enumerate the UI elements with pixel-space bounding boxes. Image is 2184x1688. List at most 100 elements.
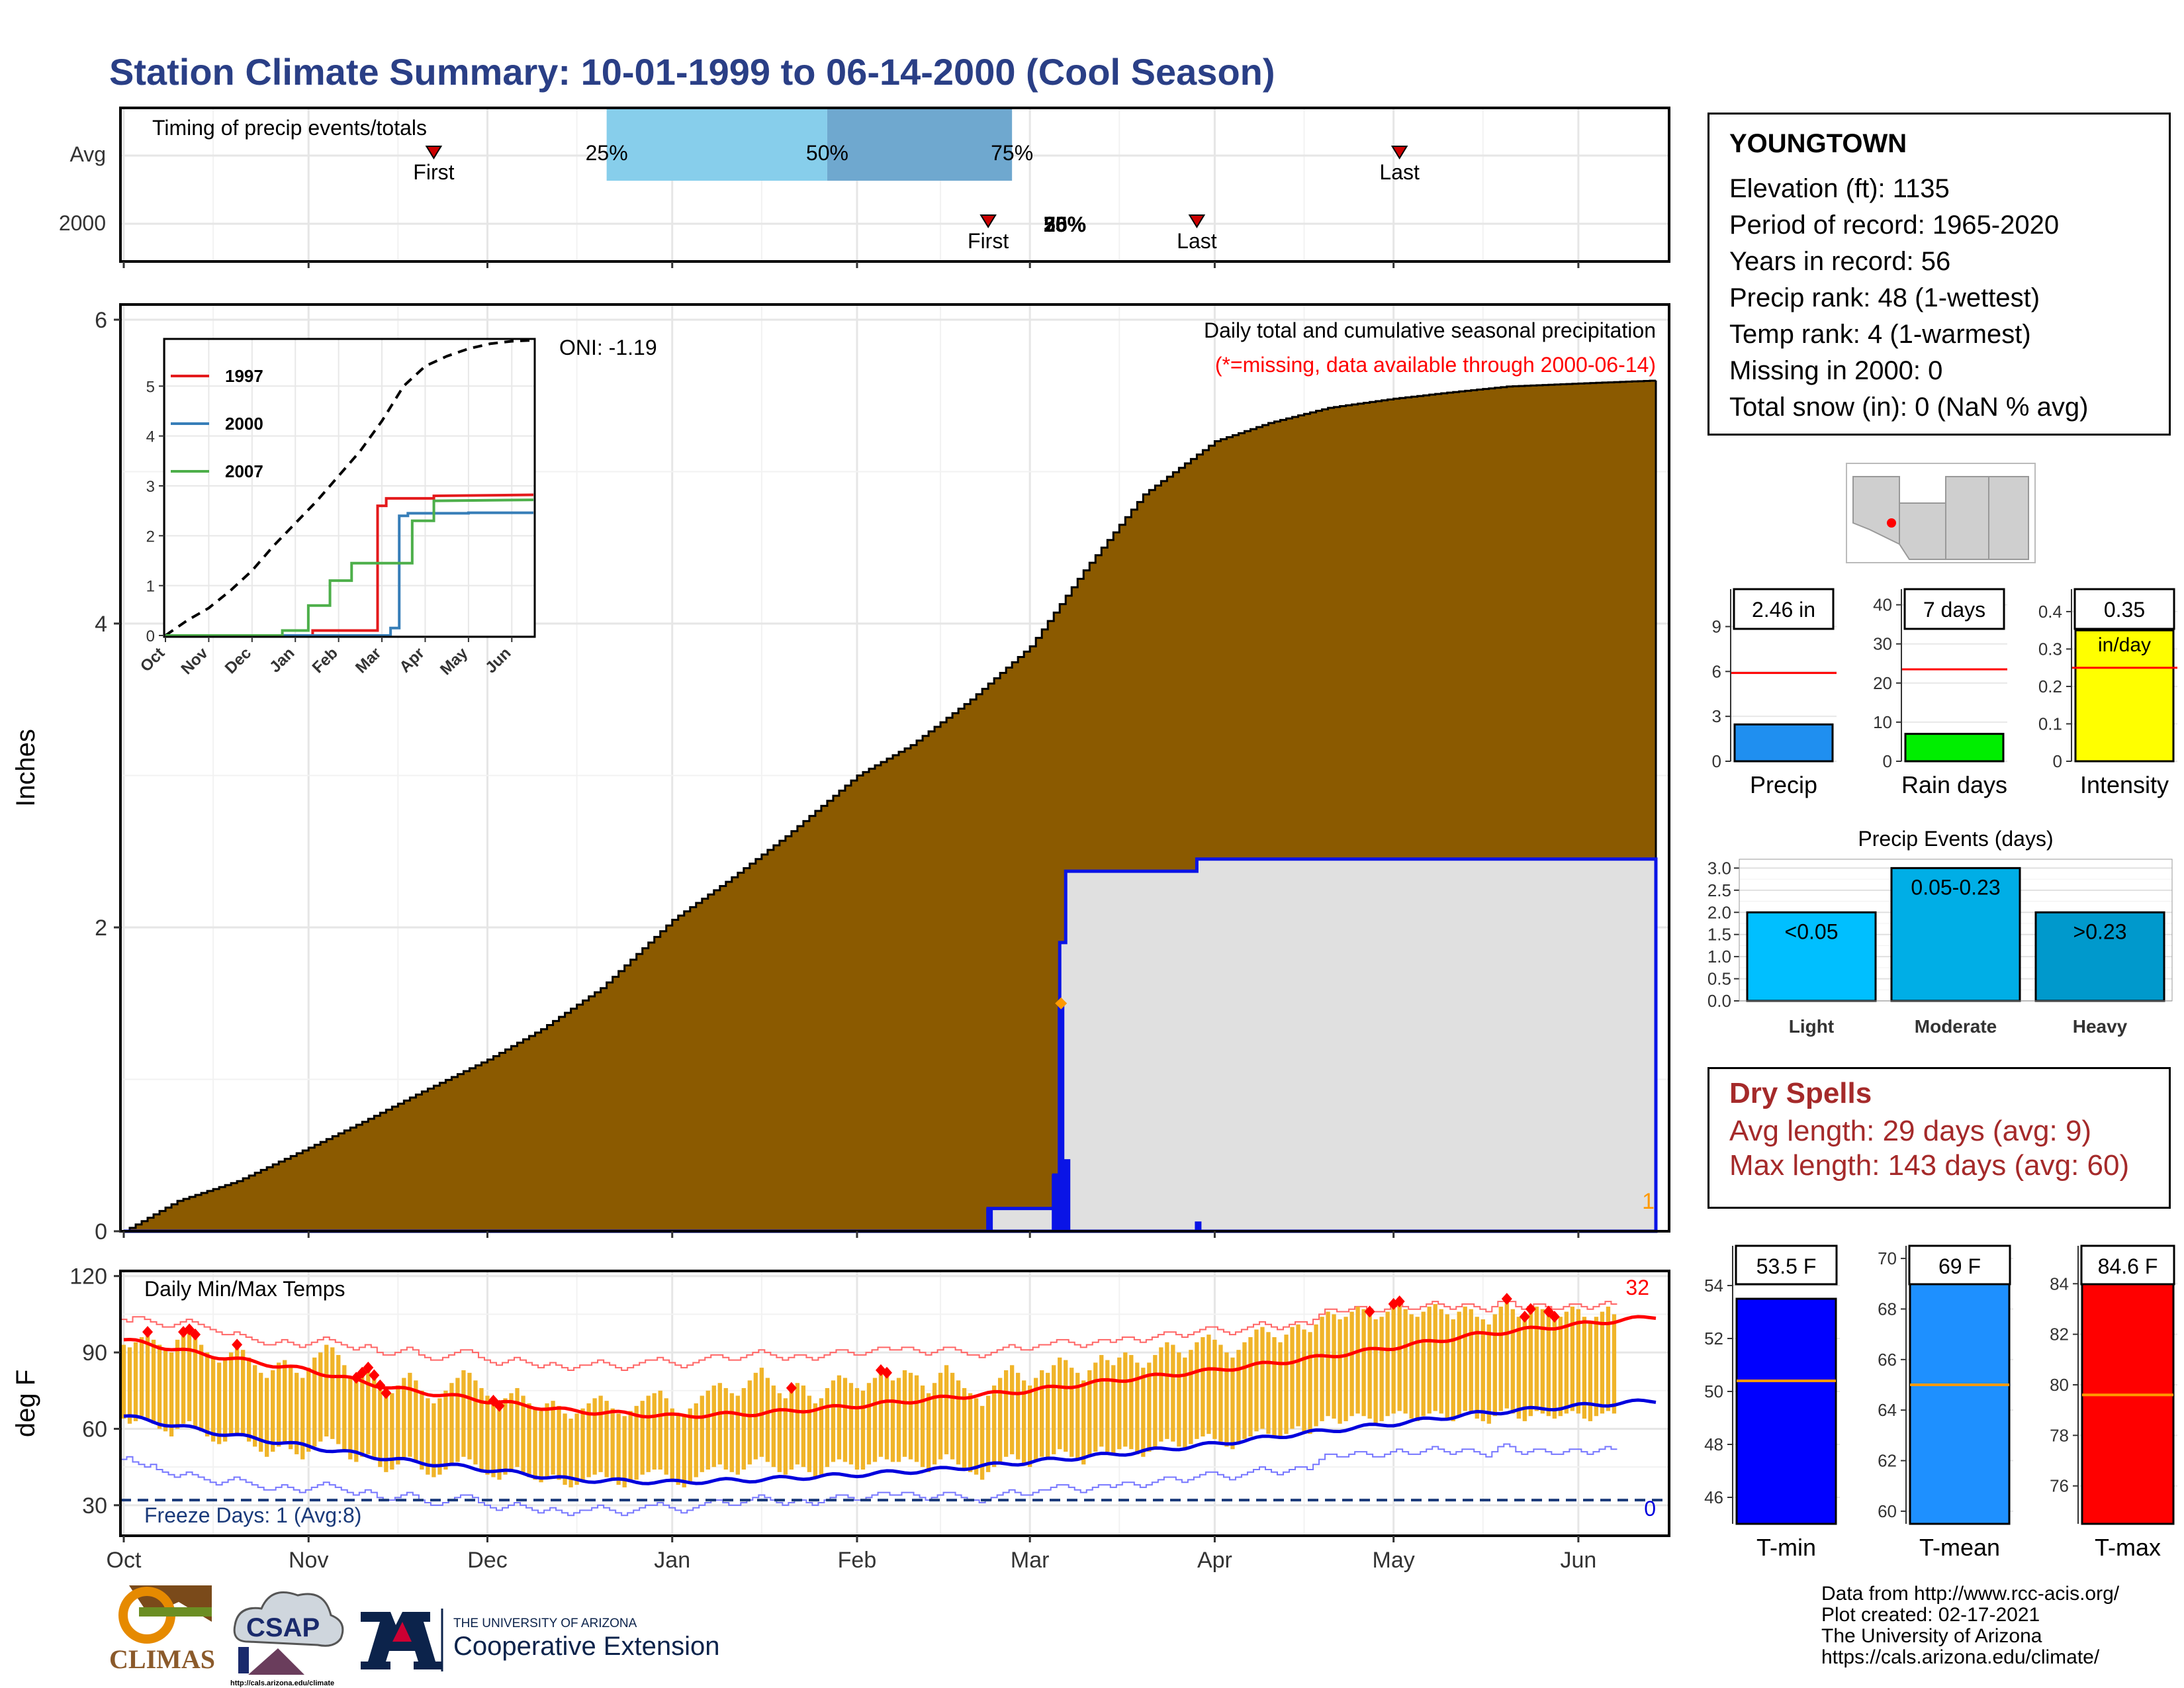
daily-temp-bar: [271, 1370, 275, 1452]
daily-temp-bar: [813, 1403, 818, 1477]
daily-temp-bar: [1326, 1311, 1330, 1417]
daily-temp-bar: [1284, 1335, 1289, 1434]
daily-temp-bar: [1486, 1324, 1491, 1424]
daily-temp-bar: [1439, 1309, 1443, 1414]
daily-temp-bar: [1123, 1352, 1128, 1447]
daily-temp-bar: [216, 1362, 222, 1444]
daily-temp-bar: [539, 1411, 543, 1483]
daily-temp-bar: [1355, 1306, 1360, 1414]
daily-temp-bar: [700, 1395, 704, 1472]
daily-temp-bar: [1212, 1339, 1217, 1439]
avg-first-marker: First: [413, 146, 455, 184]
daily-temp-bar: [1016, 1372, 1021, 1460]
daily-temp-bar: [1427, 1306, 1432, 1414]
daily-temp-bar: [795, 1383, 800, 1465]
daily-temp-bar: [1463, 1306, 1467, 1411]
daily-temp-bar: [646, 1395, 651, 1472]
daily-temp-bar: [950, 1372, 955, 1460]
daily-temp-bar: [1087, 1370, 1092, 1457]
daily-temp-bar: [580, 1408, 585, 1480]
y-tick-label: 76: [2050, 1476, 2069, 1496]
daily-temp-bar: [1206, 1335, 1211, 1434]
daily-temp-bar: [222, 1360, 228, 1442]
daily-temp-bar: [974, 1398, 979, 1475]
y-tick-label: 66: [1878, 1350, 1897, 1370]
daily-temp-bar: [872, 1378, 878, 1462]
event-bar-name: Moderate: [1915, 1016, 1997, 1037]
daily-temp-bar: [926, 1393, 931, 1472]
daily-temp-bar: [604, 1401, 609, 1477]
daily-temp-bar: [896, 1378, 901, 1462]
daily-temp-bar: [991, 1385, 997, 1468]
quartile-bar-25-50: [606, 108, 827, 181]
daily-temp-bar: [938, 1372, 943, 1460]
record-high-day: [1519, 1311, 1530, 1323]
x-tick-label: Dec: [467, 1548, 507, 1573]
current-quartile-label-3: 75%: [1044, 212, 1086, 236]
daily-temp-bar: [890, 1380, 895, 1462]
daily-temp-bar: [533, 1408, 537, 1480]
temp-bar-value-label: 53.5 F: [1756, 1254, 1817, 1278]
daily-temp-bar: [169, 1352, 174, 1436]
daily-temp-bar: [473, 1380, 478, 1465]
daily-temp-bar: [1022, 1380, 1026, 1465]
x-tick-label: Jun: [1560, 1548, 1596, 1573]
daily-temp-bar: [1224, 1352, 1229, 1447]
daily-temp-bar: [461, 1370, 466, 1457]
daily-temp-bar: [1320, 1317, 1324, 1421]
daily-temp-bar: [1290, 1327, 1295, 1429]
daily-temp-bar: [372, 1378, 377, 1460]
daily-temp-bar: [163, 1350, 168, 1432]
record-high-day: [190, 1329, 201, 1340]
record-high-day: [232, 1338, 243, 1351]
daily-temp-bar: [878, 1372, 884, 1457]
y-tick-label: 3.0: [1707, 858, 1731, 878]
temp-title: Daily Min/Max Temps: [144, 1277, 345, 1301]
daily-temp-bar: [1105, 1360, 1110, 1452]
daily-temp-bar: [1403, 1309, 1408, 1414]
event-bar-heavy: [2034, 911, 2165, 1002]
daily-temp-bar: [962, 1387, 967, 1470]
current-first-marker: First: [968, 214, 1009, 253]
quartile-75-label: 75%: [991, 141, 1033, 165]
daily-temp-bar: [1135, 1362, 1140, 1454]
y-tick-label: 10: [1873, 712, 1892, 732]
daily-temp-bar: [1040, 1370, 1044, 1457]
daily-temp-bar: [342, 1365, 347, 1452]
daily-temp-bar: [1242, 1342, 1247, 1439]
daily-temp-bar: [1397, 1304, 1402, 1411]
daily-temp-bar: [682, 1416, 686, 1487]
y-tick-label: 60: [1878, 1501, 1897, 1521]
temp-bar-chart-2: 60 62 64 66 68 70 69 F T-mean: [1878, 1244, 2013, 1561]
y-tick-label: 0.2: [2038, 677, 2062, 696]
arizona-map: [1846, 463, 2036, 563]
daily-temp-bar: [908, 1372, 913, 1460]
daily-temp-bar: [247, 1357, 251, 1442]
daily-temp-bar: [759, 1368, 764, 1457]
daily-temp-bar: [783, 1398, 788, 1475]
temp-bar-t-min: [1735, 1297, 1837, 1525]
credit-line: The University of Arizona: [1821, 1625, 2042, 1647]
daily-temp-bar: [1379, 1317, 1384, 1421]
y-tick-label: 70: [1878, 1248, 1897, 1268]
record-high-day: [1549, 1311, 1560, 1323]
y-tick-label: 30: [1873, 634, 1892, 654]
y-tick-label: 50: [1704, 1382, 1723, 1401]
y-tick-label: 2.5: [1707, 880, 1731, 900]
y-tick-label: 80: [2050, 1375, 2069, 1395]
daily-temp-bar: [979, 1405, 985, 1480]
daily-temp-bar: [676, 1413, 680, 1485]
daily-temp-bar: [1528, 1311, 1533, 1417]
temp-bar-label-box: [1908, 1244, 2011, 1286]
daily-temp-bar: [145, 1335, 150, 1419]
daily-temp-bar: [1064, 1360, 1068, 1452]
daily-temp-bar: [1582, 1317, 1587, 1419]
y-tick-label: 78: [2050, 1425, 2069, 1445]
daily-temp-bar: [330, 1347, 335, 1439]
daily-temp-bar: [735, 1395, 740, 1475]
y-tick-label: 3: [1712, 706, 1721, 726]
y-tick-label: 20: [1873, 673, 1892, 693]
daily-temp-bar: [1093, 1362, 1098, 1452]
daily-temp-bar: [1385, 1311, 1390, 1417]
